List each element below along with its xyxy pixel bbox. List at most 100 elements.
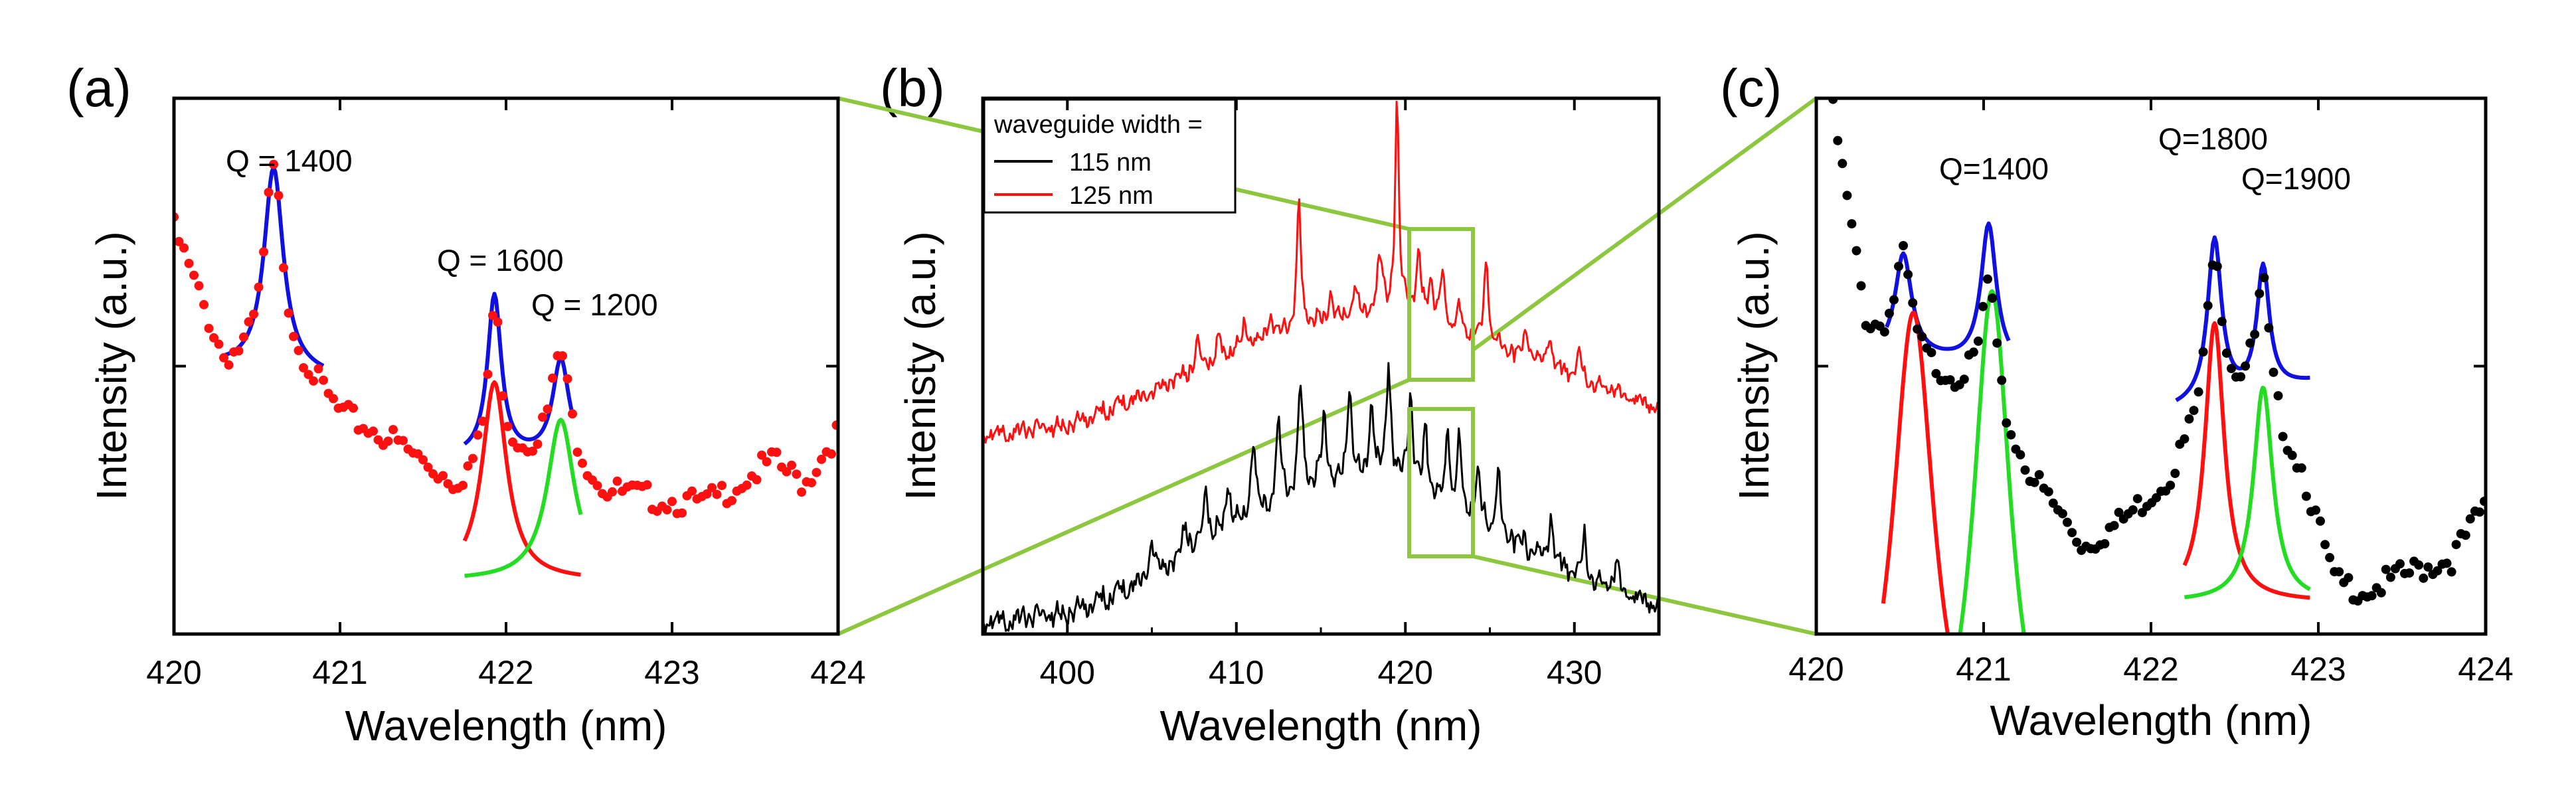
panel-c-data-point — [1833, 135, 1843, 145]
panel-c-letter: (c) — [1720, 58, 1782, 118]
panel-c-data-point — [2474, 507, 2484, 517]
panel-c-data-point — [2067, 528, 2077, 538]
panel-a-data-point — [289, 331, 298, 341]
panel-c-data-point — [2029, 477, 2039, 487]
panel-c-series-lorentzian-2 — [1958, 289, 2026, 634]
panel-c-data-point — [2184, 414, 2194, 424]
panel-c-data-point — [1931, 368, 1941, 378]
highlight-box-black-series — [1407, 407, 1475, 558]
panel-c-xlabel: Wavelength (nm) — [1990, 696, 2312, 744]
panel-a-data-point — [717, 481, 727, 491]
panel-a-data-point — [488, 311, 497, 321]
panel-a-xlabel: Wavelength (nm) — [345, 702, 667, 750]
panel-c-data-point — [2048, 498, 2058, 508]
panel-c-data-point — [1889, 295, 1899, 305]
panel-a-series-fit — [463, 291, 574, 446]
panel-c-q2-label: Q=1800 — [2158, 121, 2268, 156]
panel-a-data-point — [473, 430, 483, 440]
panel-c-data-point — [1894, 262, 1903, 272]
panel-a-data-point — [209, 333, 218, 343]
x-tick-label: 420 — [1378, 654, 1433, 691]
panel-c-data-point — [1899, 241, 1908, 250]
x-tick-label: 424 — [2458, 651, 2513, 688]
panel-c-data-point — [2227, 364, 2236, 374]
panel-c-data-point — [2385, 572, 2395, 582]
panel-c-data-point — [1856, 281, 1866, 291]
panel-c-data-point — [2034, 470, 2044, 479]
panel-a-series-lorentzian-1 — [462, 380, 581, 577]
panel-a-data-point — [503, 422, 513, 432]
x-tick-label: 410 — [1209, 654, 1264, 691]
panel-a-data-point — [264, 187, 274, 197]
panel-a-data-point — [383, 436, 393, 446]
x-tick-label: 423 — [2290, 651, 2346, 688]
panel-c-data-point — [1973, 336, 1983, 346]
panel-c-data-point — [1959, 374, 1969, 384]
panel-a-data-point — [533, 440, 543, 449]
panel-a-data-point — [568, 409, 577, 419]
panel-c-data-point — [2296, 463, 2306, 473]
panel-a-data-point — [667, 497, 677, 507]
panel-a-data-point — [787, 460, 796, 470]
panel-b-xlabel: Wavelength (nm) — [1160, 702, 1482, 750]
panel-a-data-point — [463, 461, 473, 471]
panel-a-data-point — [572, 447, 582, 457]
panel-a-data-point — [592, 481, 602, 491]
panel-c-data-point — [2193, 387, 2203, 397]
panel-a-data-point — [274, 191, 284, 200]
panel-c-data-point — [2311, 505, 2320, 515]
panel-c-data-point — [2016, 450, 2025, 459]
panel-a-data-point — [662, 505, 672, 515]
panel-a-data-point — [612, 476, 622, 486]
panel-c-data-point — [2451, 540, 2461, 550]
panel-a-data-point — [642, 480, 652, 490]
panel-a-data-point — [757, 450, 766, 460]
panel-c-data-point — [2465, 514, 2475, 524]
panel-c-data-point — [2236, 372, 2246, 382]
panel-a-data-point — [468, 453, 477, 463]
panel-c-data-point — [1913, 324, 1923, 334]
panel-c-data-point — [2100, 539, 2110, 548]
panel-c-data-point — [2057, 509, 2067, 519]
panel-b-letter: (b) — [880, 58, 945, 118]
panel-c-data-point — [1917, 332, 1927, 342]
panel-a-q3-label: Q = 1200 — [531, 287, 658, 322]
panel-c-data-point — [2114, 507, 2124, 517]
panel-b-data — [983, 100, 1659, 633]
panel-a-data-point — [528, 446, 537, 456]
panel-c-data-point — [1945, 375, 1955, 385]
panel-a-data-point — [712, 489, 722, 499]
panel-c-data-point — [2152, 493, 2162, 503]
panel-c-ticks: 420 421 422 423 424 — [1788, 98, 2514, 688]
panel-a-frame — [172, 96, 840, 636]
legend-title: waveguide width = — [993, 111, 1203, 139]
panel-c-data-point — [1992, 338, 2002, 348]
panel-a-data-point — [538, 412, 547, 422]
panel-c-data-point — [2198, 347, 2208, 357]
panel-c-data-point — [2221, 348, 2231, 358]
panel-c-data-point — [1879, 327, 1889, 337]
panel-c-data-point — [2433, 566, 2443, 576]
panel-a-data-point — [349, 403, 358, 413]
panel-a-data-point — [762, 457, 772, 467]
panel-a-data-point — [249, 309, 258, 319]
panel-c-data-point — [1927, 348, 1936, 358]
panel-c-data-point — [2269, 367, 2278, 377]
connector-a-bottom — [837, 378, 1411, 636]
panel-c-q1-label: Q=1400 — [1939, 151, 2049, 186]
highlight-box-red-series — [1407, 227, 1475, 382]
panel-a-ticks: 420 421 422 423 424 — [146, 98, 866, 691]
panel-c-data-point — [2217, 317, 2227, 327]
panel-c-data-point — [2367, 591, 2377, 601]
panel-c-data-point — [2264, 323, 2274, 333]
panel-a-q2-label: Q = 1600 — [437, 243, 564, 278]
panel-a-data-point — [214, 339, 224, 349]
x-tick-label: 423 — [644, 654, 699, 691]
panel-c-data-point — [2128, 505, 2138, 515]
panel-a-data-point — [562, 374, 572, 384]
panel-a-data-point — [369, 426, 378, 436]
x-tick-label: 421 — [312, 654, 367, 691]
panel-a-data-point — [797, 487, 806, 497]
panel-a-data-point — [239, 332, 248, 342]
panel-c-data-point — [2180, 434, 2190, 444]
